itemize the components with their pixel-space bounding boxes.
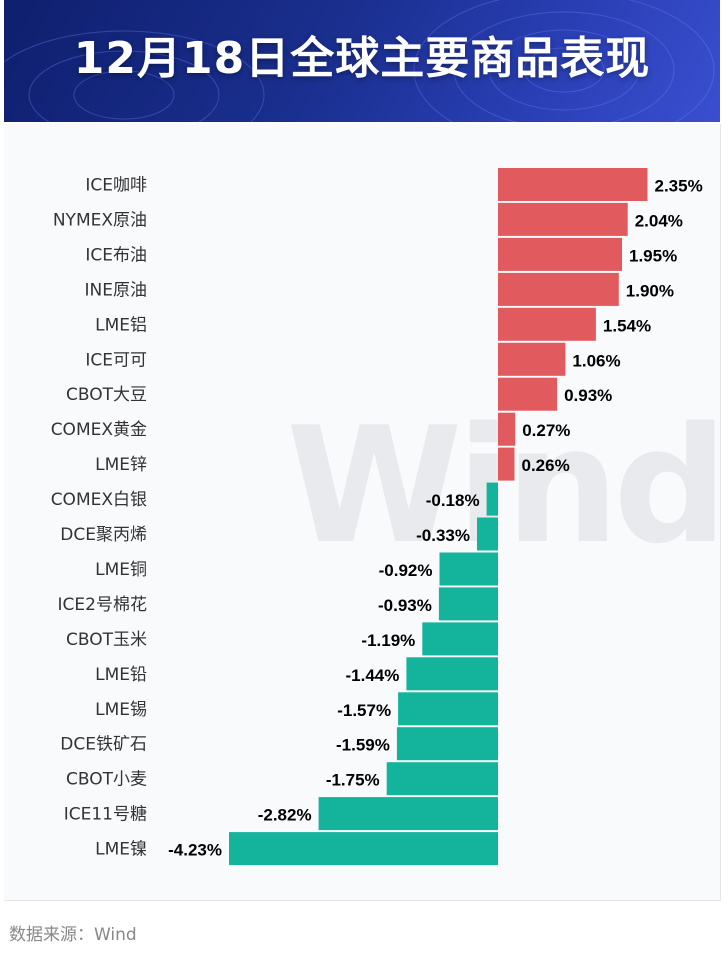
value-label: -2.82% — [258, 806, 312, 825]
bar-11 — [439, 552, 498, 586]
bar-3 — [498, 272, 619, 306]
category-label: ICE咖啡 — [85, 176, 147, 196]
value-label: -0.33% — [416, 526, 470, 545]
bar-18 — [318, 797, 498, 831]
page-title: 12月18日全球主要商品表现 — [73, 33, 651, 84]
bar-1 — [498, 202, 628, 236]
value-label: -0.18% — [426, 491, 480, 510]
category-label: COMEX黄金 — [51, 420, 147, 440]
category-label: CBOT大豆 — [66, 385, 147, 405]
category-label: INE原油 — [85, 280, 147, 300]
value-label: 0.93% — [564, 386, 612, 405]
contour-decoration — [4, 0, 715, 122]
value-label: 0.27% — [522, 421, 570, 440]
value-label: 2.35% — [655, 177, 703, 196]
value-label: -1.75% — [326, 771, 380, 790]
value-label: 2.04% — [635, 211, 683, 230]
category-label: LME铝 — [95, 315, 147, 335]
bar-6 — [498, 377, 558, 411]
bar-10 — [477, 517, 498, 551]
category-label: DCE聚丙烯 — [60, 525, 147, 545]
category-label: DCE铁矿石 — [60, 735, 147, 755]
bar-0 — [498, 168, 648, 201]
category-label: ICE2号棉花 — [58, 595, 147, 615]
category-label: LME锌 — [95, 455, 147, 475]
bar-4 — [498, 307, 596, 341]
value-label: 0.26% — [522, 456, 570, 475]
value-label: -4.23% — [168, 841, 222, 860]
value-label: 1.95% — [629, 246, 677, 265]
value-label: -0.92% — [379, 561, 433, 580]
value-label: 1.06% — [572, 351, 620, 370]
bar-2 — [498, 237, 622, 271]
category-label: LME镍 — [95, 840, 147, 860]
bar-15 — [398, 692, 498, 726]
value-label: -1.59% — [336, 736, 390, 755]
bar-13 — [422, 622, 498, 656]
bar-9 — [486, 482, 498, 516]
category-label: ICE可可 — [85, 350, 147, 370]
value-label: -0.93% — [378, 596, 432, 615]
bar-19 — [229, 832, 498, 866]
bar-8 — [498, 447, 515, 481]
bar-12 — [438, 587, 498, 621]
bar-16 — [396, 727, 498, 761]
bar-7 — [498, 412, 516, 446]
category-label: ICE11号糖 — [64, 805, 147, 825]
value-label: -1.19% — [361, 631, 415, 650]
category-label: NYMEX原油 — [53, 210, 147, 230]
value-label: 1.54% — [603, 316, 651, 335]
category-label: CBOT玉米 — [66, 630, 147, 650]
title-banner: 12月18日全球主要商品表现 — [4, 0, 720, 122]
bar-5 — [498, 342, 566, 376]
category-label: ICE布油 — [85, 245, 147, 265]
category-label: LME锡 — [95, 700, 147, 720]
value-label: -1.57% — [337, 701, 391, 720]
value-label: -1.44% — [346, 666, 400, 685]
bar-14 — [406, 657, 498, 691]
value-label: 1.90% — [626, 281, 674, 300]
category-label: COMEX白银 — [51, 490, 147, 510]
bar-17 — [386, 762, 498, 796]
category-label: CBOT小麦 — [66, 770, 147, 790]
category-label: LME铜 — [95, 560, 147, 580]
data-source: 数据来源：Wind — [9, 925, 137, 945]
category-label: LME铅 — [95, 665, 147, 685]
